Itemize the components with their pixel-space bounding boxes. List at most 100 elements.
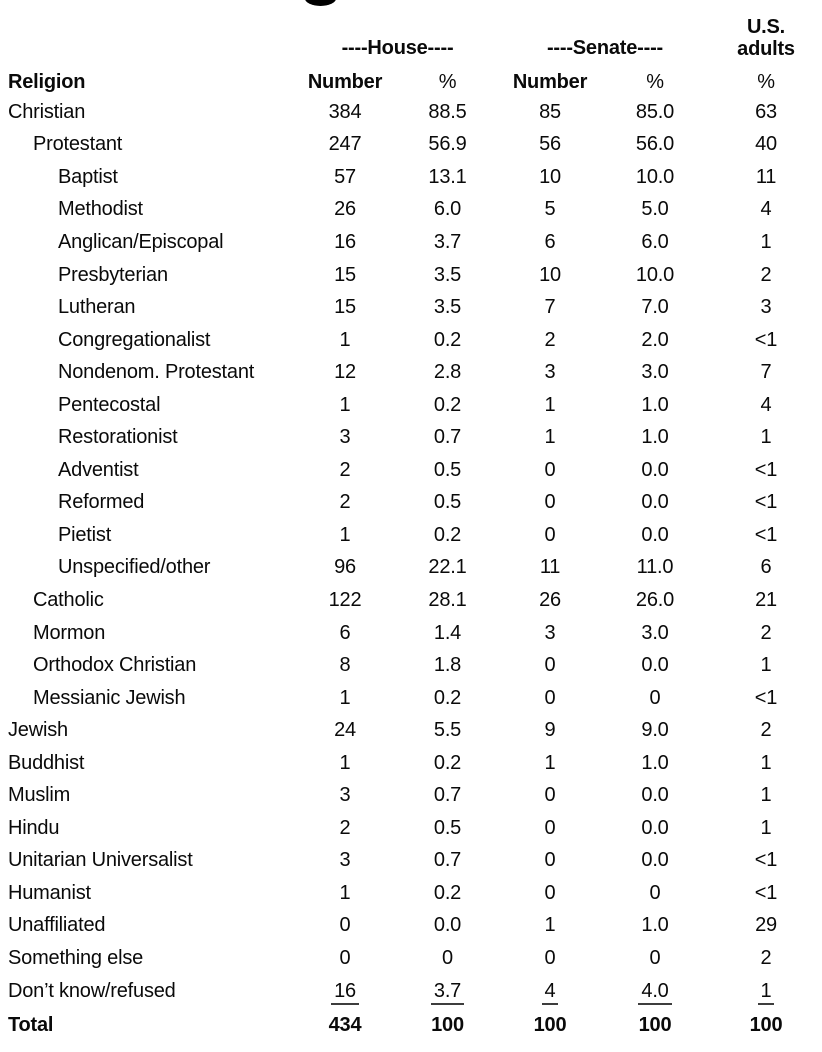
senate-pct-cell: 0 <box>649 946 661 969</box>
religion-label: Nondenom. Protestant <box>58 361 255 384</box>
house-pct-cell: 0.2 <box>433 393 462 416</box>
senate-number-cell: 85 <box>539 100 561 123</box>
house-pct-cell: 13.1 <box>428 165 467 188</box>
senate-pct-cell: 4.0 <box>600 979 710 1005</box>
religion-label: Congregationalist <box>58 328 211 351</box>
house-pct-cell: 3.7 <box>395 979 500 1005</box>
house-pct-cell: 0.5 <box>433 491 462 514</box>
senate-pct-cell: 0.0 <box>641 849 669 872</box>
senate-number-cell: 1 <box>544 393 556 416</box>
senate-number-cell: 5 <box>544 198 556 221</box>
table-row: Something else 0 0 0 0 2 <box>0 942 822 975</box>
house-number-cell: 2 <box>339 458 351 481</box>
house-number-cell: 3 <box>339 849 351 872</box>
table-row: Reformed 2 0.5 0 0.0 <1 <box>0 487 822 520</box>
house-pct-cell: 56.9 <box>428 133 467 156</box>
house-pct-cell: 22.1 <box>428 556 467 579</box>
house-number-cell: 122 <box>328 588 362 611</box>
us-adults-pct-cell: 3 <box>760 296 772 319</box>
house-pct-cell: 0.5 <box>433 816 462 839</box>
us-adults-pct-cell: <1 <box>754 491 778 514</box>
senate-number-cell: 0 <box>544 784 556 807</box>
house-number-cell: 384 <box>328 100 362 123</box>
table-row: Congregationalist 1 0.2 2 2.0 <1 <box>0 324 822 357</box>
house-number-cell: 1 <box>339 328 351 351</box>
senate-number-cell: 10 <box>539 263 561 286</box>
senate-pct-cell: 3.0 <box>641 361 669 384</box>
house-number-cell: 15 <box>334 296 356 319</box>
house-pct-cell: 0.2 <box>433 881 462 904</box>
house-pct-cell: 6.0 <box>433 198 462 221</box>
senate-number-cell: 0 <box>544 849 556 872</box>
house-number-cell: 16 <box>295 979 395 1005</box>
us-adults-group-header: U.S. adults <box>710 16 822 60</box>
senate-pct-cell: 10.0 <box>635 165 675 188</box>
senate-pct-cell: 0.0 <box>641 491 669 514</box>
table-row: Restorationist 3 0.7 1 1.0 1 <box>0 421 822 454</box>
us-adults-pct-cell: 1 <box>760 816 772 839</box>
religion-label: Protestant <box>33 133 123 156</box>
senate-pct-cell: 0.0 <box>641 523 669 546</box>
religion-label: Total <box>8 1014 54 1037</box>
table-row: Unaffiliated 0 0.0 1 1.0 29 <box>0 910 822 943</box>
table-row: Messianic Jewish 1 0.2 0 0 <1 <box>0 682 822 715</box>
us-adults-line1: U.S. <box>746 16 786 38</box>
senate-number-cell: 0 <box>544 491 556 514</box>
house-pct-cell: 0.5 <box>433 458 462 481</box>
senate-pct-cell: 100 <box>638 1014 672 1037</box>
house-pct-cell: 1.4 <box>433 621 462 644</box>
house-pct-column-header: % <box>438 71 457 93</box>
house-pct-cell: 3.5 <box>433 263 462 286</box>
us-adults-pct-cell: 100 <box>749 1014 783 1037</box>
senate-pct-cell: 3.0 <box>641 621 669 644</box>
senate-number-cell: 0 <box>544 881 556 904</box>
us-adults-pct-cell: 1 <box>760 230 772 253</box>
house-pct-cell: 2.8 <box>433 361 462 384</box>
us-adults-pct-cell: 2 <box>760 946 772 969</box>
table-row: Hindu 2 0.5 0 0.0 1 <box>0 812 822 845</box>
us-adults-pct-cell: 63 <box>755 100 777 123</box>
us-adults-pct-cell: <1 <box>754 328 778 351</box>
house-pct-cell: 0.7 <box>433 784 462 807</box>
religion-label: Restorationist <box>58 426 178 449</box>
senate-number-cell: 11 <box>539 556 561 579</box>
us-adults-line2: adults <box>737 38 795 60</box>
senate-number-cell: 0 <box>544 686 556 709</box>
religion-label: Messianic Jewish <box>33 686 186 709</box>
us-adults-pct-column-header: % <box>757 71 775 93</box>
senate-number-cell: 0 <box>544 654 556 677</box>
senate-pct-cell: 6.0 <box>641 230 669 253</box>
senate-pct-cell: 0 <box>649 686 661 709</box>
house-number-cell: 6 <box>339 621 351 644</box>
us-adults-pct-cell: 2 <box>760 719 772 742</box>
senate-pct-cell: 9.0 <box>641 719 669 742</box>
religion-label: Humanist <box>8 881 91 904</box>
us-adults-pct-cell: <1 <box>754 849 778 872</box>
house-pct-cell: 0.2 <box>433 523 462 546</box>
house-number-cell: 24 <box>334 719 356 742</box>
table-row: Jewish 24 5.5 9 9.0 2 <box>0 714 822 747</box>
senate-pct-cell: 10.0 <box>635 263 675 286</box>
senate-pct-cell: 0 <box>649 881 661 904</box>
house-pct-cell: 5.5 <box>433 719 462 742</box>
house-pct-cell: 3.7 <box>433 230 462 253</box>
table-row: Humanist 1 0.2 0 0 <1 <box>0 877 822 910</box>
us-adults-pct-cell: 4 <box>760 198 772 221</box>
table-row: Muslim 3 0.7 0 0.0 1 <box>0 779 822 812</box>
senate-pct-cell: 0.0 <box>641 458 669 481</box>
column-group-header-row: ----House---- ----Senate---- U.S. adults <box>0 6 822 60</box>
senate-pct-cell: 0.0 <box>641 654 669 677</box>
house-number-cell: 2 <box>339 816 351 839</box>
senate-pct-cell: 0.0 <box>641 784 669 807</box>
senate-number-cell: 0 <box>544 523 556 546</box>
house-number-cell: 12 <box>334 361 356 384</box>
senate-number-cell: 56 <box>539 133 561 156</box>
house-number-cell: 0 <box>339 946 351 969</box>
table-row: Unspecified/other 96 22.1 11 11.0 6 <box>0 552 822 585</box>
us-adults-pct-cell: 1 <box>760 426 772 449</box>
religion-label: Anglican/Episcopal <box>58 230 224 253</box>
senate-pct-cell: 5.0 <box>641 198 669 221</box>
house-pct-cell: 88.5 <box>428 100 467 123</box>
religion-label: Buddhist <box>8 751 85 774</box>
